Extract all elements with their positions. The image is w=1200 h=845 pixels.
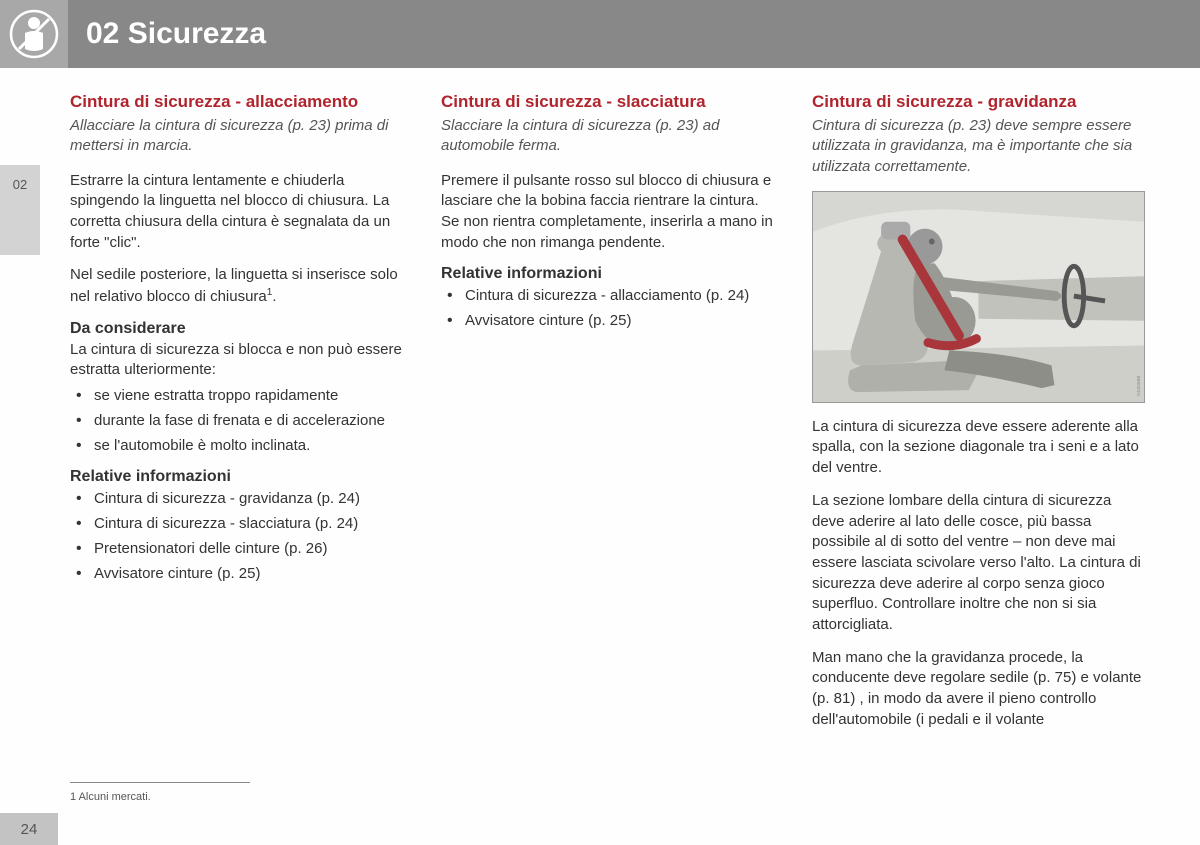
list-item: Pretensionatori delle cinture (p. 26) (70, 538, 403, 559)
page-number: 24 (0, 813, 58, 845)
col1-sub1: Da considerare (70, 320, 403, 338)
content-columns: Cintura di sicurezza - allacciamento All… (70, 92, 1145, 742)
col3-p1: La cintura di sicurezza deve essere ader… (812, 417, 1145, 479)
list-item: Cintura di sicurezza - allacciamento (p.… (441, 285, 774, 306)
col1-sub2: Relative informazioni (70, 468, 403, 486)
col1-bullets1: se viene estratta troppo rapidamente dur… (70, 385, 403, 456)
list-item: durante la fase di frenata e di accelera… (70, 410, 403, 431)
footnote-text: 1 Alcuni mercati. (70, 791, 151, 803)
list-item: Cintura di sicurezza - slacciatura (p. 2… (70, 513, 403, 534)
col3-heading: Cintura di sicurezza - gravidanza (812, 92, 1145, 112)
col2-heading: Cintura di sicurezza - slacciatura (441, 92, 774, 112)
page-number-text: 24 (21, 821, 38, 838)
list-item: Cintura di sicurezza - gravidanza (p. 24… (70, 488, 403, 509)
col3-p3: Man mano che la gravidanza procede, la c… (812, 648, 1145, 731)
col1-p2-b: . (272, 288, 276, 305)
footnote-separator (70, 782, 250, 783)
list-item: se l'automobile è molto inclinata. (70, 435, 403, 456)
col3-intro: Cintura di sicurezza (p. 23) deve sempre… (812, 116, 1145, 177)
col1-p3: La cintura di sicurezza si blocca e non … (70, 340, 403, 381)
col1-p1: Estrarre la cintura lentamente e chiuder… (70, 171, 403, 254)
col3-p2: La sezione lombare della cintura di sicu… (812, 491, 1145, 636)
col1-heading: Cintura di sicurezza - allacciamento (70, 92, 403, 112)
column-1: Cintura di sicurezza - allacciamento All… (70, 92, 403, 742)
col2-sub1: Relative informazioni (441, 265, 774, 283)
pregnancy-seatbelt-figure: G020698 (812, 191, 1145, 403)
chapter-title-text: Sicurezza (128, 17, 266, 50)
column-2: Cintura di sicurezza - slacciatura Slacc… (441, 92, 774, 742)
list-item: Avvisatore cinture (p. 25) (441, 310, 774, 331)
list-item: Avvisatore cinture (p. 25) (70, 563, 403, 584)
list-item: se viene estratta troppo rapidamente (70, 385, 403, 406)
column-3: Cintura di sicurezza - gravidanza Cintur… (812, 92, 1145, 742)
col2-p1: Premere il pulsante rosso sul blocco di … (441, 171, 774, 254)
col1-p2: Nel sedile posteriore, la linguetta si i… (70, 265, 403, 307)
col1-p2-a: Nel sedile posteriore, la linguetta si i… (70, 266, 398, 305)
col2-intro: Slacciare la cintura di sicurezza (p. 23… (441, 116, 774, 157)
chapter-number-text: 02 (86, 17, 119, 50)
chapter-header: 02 Sicurezza (0, 0, 1200, 68)
chapter-title: 02 Sicurezza (86, 17, 266, 51)
svg-text:G020698: G020698 (1136, 375, 1142, 396)
col1-intro: Allacciare la cintura di sicurezza (p. 2… (70, 116, 403, 157)
side-chapter-tab: 02 (0, 165, 40, 255)
seatbelt-icon (0, 0, 68, 68)
side-tab-label: 02 (13, 177, 27, 192)
col1-bullets2: Cintura di sicurezza - gravidanza (p. 24… (70, 488, 403, 584)
col2-bullets1: Cintura di sicurezza - allacciamento (p.… (441, 285, 774, 331)
